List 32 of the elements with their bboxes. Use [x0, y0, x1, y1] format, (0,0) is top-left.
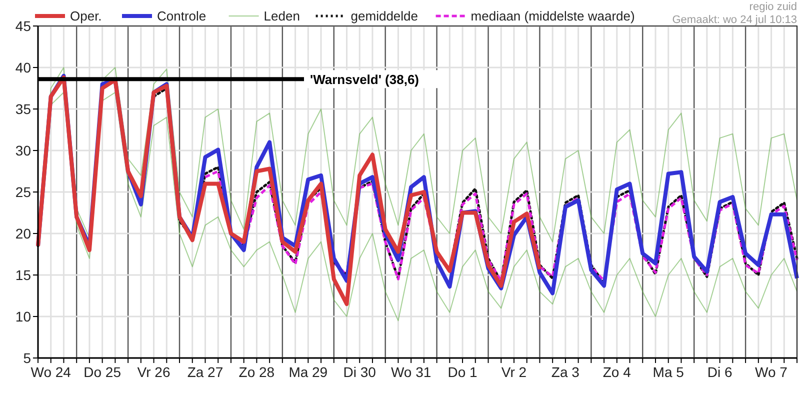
y-tick-label: 5	[23, 350, 32, 366]
ref-line-label: 'Warnsveld' (38,6)	[310, 72, 420, 88]
x-tick-label: Ma 5	[652, 364, 684, 380]
y-tick-label: 20	[15, 225, 32, 242]
y-tick-label: 35	[15, 100, 32, 117]
x-tick-label: Di 6	[707, 364, 732, 380]
x-tick-label: Vr 2	[501, 364, 527, 380]
chart-subtitle: regio zuid	[749, 1, 797, 13]
annotation: Gemaakt: wo 24 jul 10:13	[672, 14, 797, 26]
x-tick-label: Zo 4	[602, 364, 632, 380]
y-tick-label: 25	[15, 184, 32, 200]
y-tick-label: 45	[15, 18, 32, 34]
legend-label: mediaan (middelste waarde)	[470, 8, 635, 24]
x-tick-label: Wo 31	[390, 364, 432, 380]
legend-label: gemiddelde	[350, 8, 418, 24]
legend-label: Controle	[157, 8, 206, 24]
legend-label: Leden	[264, 8, 300, 24]
legend-label: Oper.	[70, 8, 102, 24]
y-tick-label: 10	[15, 308, 32, 324]
x-tick-label: Ma 29	[288, 364, 328, 380]
x-tick-label: Do 1	[448, 364, 478, 380]
y-tick-label: 30	[15, 142, 32, 158]
x-tick-label: Zo 28	[238, 364, 275, 380]
x-tick-label: Za 3	[551, 364, 580, 380]
x-tick-label: Za 27	[187, 364, 224, 380]
x-tick-label: Do 25	[84, 364, 122, 380]
x-tick-label: Wo 24	[30, 364, 72, 380]
x-tick-label: Vr 26	[137, 364, 170, 380]
y-tick-label: 15	[15, 266, 32, 283]
y-tick-label: 40	[15, 59, 32, 76]
x-tick-label: Wo 7	[755, 364, 788, 380]
x-tick-label: Di 30	[343, 364, 376, 380]
